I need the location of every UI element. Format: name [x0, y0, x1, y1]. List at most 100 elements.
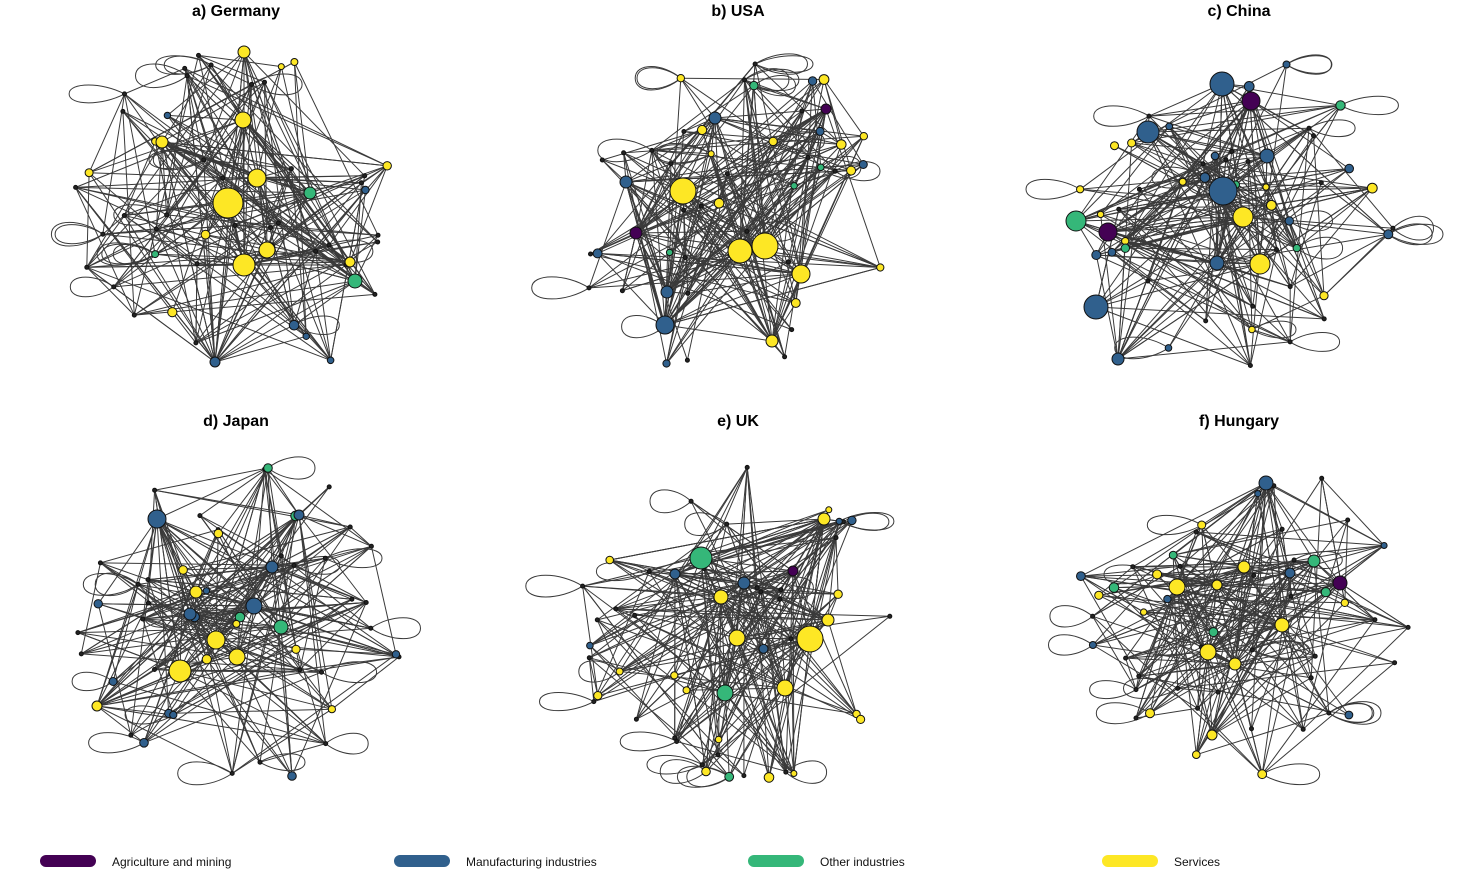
network-node-small — [805, 154, 811, 160]
network-edge — [771, 302, 797, 342]
network-node-serv — [1145, 708, 1155, 719]
network-self-loop — [314, 239, 374, 263]
network-node-small — [1203, 318, 1209, 324]
network-edge — [666, 252, 671, 290]
network-edge — [771, 167, 822, 342]
network-edge — [619, 671, 786, 689]
network-node-small — [84, 264, 90, 270]
network-edge — [122, 111, 135, 316]
network-node-serv — [1237, 560, 1251, 574]
network-edge — [243, 264, 331, 361]
legend: Agriculture and mining Manufacturing ind… — [40, 855, 1220, 869]
network-edge — [589, 614, 635, 647]
network-edge — [189, 613, 297, 650]
network-node-serv — [247, 168, 267, 188]
panel-title-uk: e) UK — [717, 413, 759, 430]
network-node-manu — [619, 175, 633, 189]
network-edge — [86, 51, 245, 268]
network-node-serv — [1248, 325, 1256, 334]
network-node-small — [1215, 689, 1221, 695]
network-node-small — [229, 770, 235, 776]
network-edge — [1302, 582, 1341, 730]
network-node-small — [649, 147, 655, 153]
network-edge — [1168, 126, 1254, 307]
network-node-serv — [168, 659, 192, 683]
network-node-other — [1120, 243, 1131, 253]
network-edge — [625, 181, 797, 304]
network-edge — [86, 264, 245, 268]
network-edge — [622, 131, 821, 292]
network-edge — [298, 514, 333, 710]
network-edge — [1176, 586, 1213, 736]
panel-title-germany: a) Germany — [192, 3, 280, 20]
network-edge — [739, 63, 756, 252]
network-edge — [298, 514, 367, 603]
network-edge — [96, 648, 297, 707]
network-edge — [1216, 168, 1350, 264]
network-node-small — [297, 667, 303, 673]
network-edge — [674, 573, 787, 773]
network-edge — [674, 596, 722, 739]
network-node-small — [368, 543, 374, 549]
network-edge — [161, 141, 168, 215]
network-edge — [635, 232, 802, 275]
network-node-small — [588, 251, 593, 257]
network-node-manu — [287, 771, 297, 781]
network-node-small — [1319, 475, 1325, 481]
network-edge — [793, 108, 827, 186]
network-self-loop — [88, 732, 145, 754]
network-edge — [267, 467, 273, 568]
network-edge — [1092, 644, 1198, 709]
network-node-small — [257, 759, 263, 765]
network-edge — [1176, 524, 1203, 588]
network-node-serv — [1127, 138, 1137, 148]
network-edge — [124, 215, 331, 361]
network-edge — [792, 520, 853, 572]
network-edge — [785, 570, 794, 773]
edge-group — [71, 456, 422, 786]
network-node-serv — [593, 691, 603, 701]
network-node-manu — [669, 568, 681, 580]
network-self-loop — [163, 55, 213, 75]
network-node-small — [833, 535, 839, 541]
network-edge — [780, 518, 825, 590]
network-edge — [156, 228, 307, 337]
network-node-small — [724, 171, 730, 177]
network-self-loop — [152, 149, 205, 171]
network-edge — [1216, 249, 1277, 264]
network-node-small — [1133, 715, 1139, 721]
network-edge — [1325, 519, 1349, 593]
network-edge — [1215, 193, 1254, 307]
network-node-serv — [237, 45, 251, 59]
edge-group — [1025, 54, 1444, 366]
network-edge — [86, 172, 90, 268]
network-edge — [1222, 182, 1322, 192]
network-edge — [156, 518, 255, 607]
network-edge — [328, 244, 376, 295]
network-node-serv — [615, 667, 624, 676]
network-node-small — [752, 61, 758, 67]
network-edge — [1211, 655, 1316, 736]
network-self-loop — [259, 753, 306, 772]
network-edge — [635, 85, 755, 234]
network-edge — [635, 108, 827, 234]
network-node-serv — [1257, 769, 1268, 780]
network-node-small — [1287, 284, 1293, 290]
network-edge — [130, 467, 269, 736]
network-edge — [700, 557, 829, 621]
network-node-small — [799, 108, 805, 114]
network-self-loop — [1089, 680, 1137, 700]
network-edge — [253, 545, 372, 607]
network-edge — [243, 244, 330, 266]
network-node-agri — [1332, 575, 1348, 591]
network-self-loop — [250, 73, 303, 96]
network-edge — [1176, 528, 1283, 588]
network-node-small — [249, 81, 255, 87]
network-edge — [1296, 187, 1373, 249]
network-edge — [674, 573, 707, 772]
network-edge — [156, 518, 191, 615]
network-edge — [635, 79, 825, 234]
network-edge — [315, 251, 332, 361]
network-edge — [724, 467, 748, 694]
network-node-serv — [344, 256, 356, 268]
